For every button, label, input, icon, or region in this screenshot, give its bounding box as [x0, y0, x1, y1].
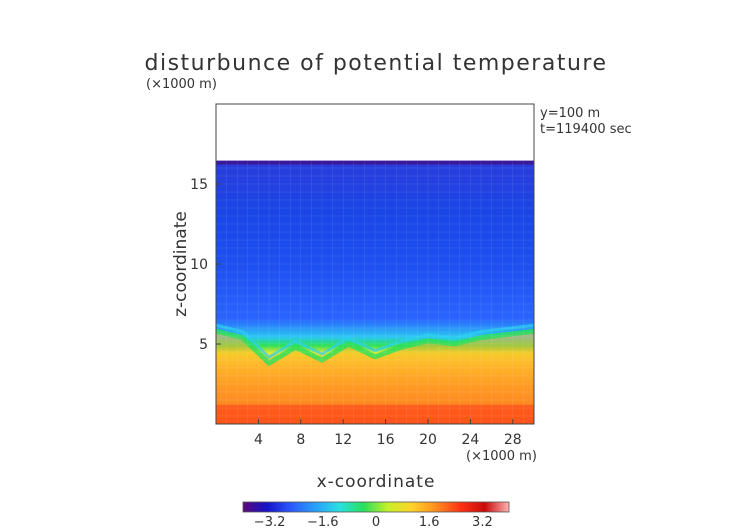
- interface-line-upper: [216, 323, 534, 360]
- colorbar-tick-label: −1.6: [307, 515, 339, 530]
- chart-title: disturbunce of potential temperature: [145, 51, 608, 76]
- colorbar-tick-label: −3.2: [254, 515, 286, 530]
- x-ticks: 4 8 12 16 20 24 28: [254, 419, 522, 448]
- x-axis-label: x-coordinate: [317, 472, 436, 492]
- interface-line: [216, 328, 534, 367]
- x-tick-label: 12: [334, 432, 352, 448]
- z-tick-label: 5: [199, 337, 208, 353]
- x-tick-label: 4: [254, 432, 263, 448]
- colorbar-tick-label: 0: [372, 515, 380, 530]
- z-tick-label: 15: [190, 177, 208, 193]
- z-unit-label: (×1000 m): [146, 77, 217, 92]
- colorbar-tick-label: 3.2: [472, 515, 493, 530]
- x-tick-label: 28: [504, 432, 522, 448]
- x-tick-label: 16: [377, 432, 395, 448]
- annotation-t: t=119400 sec: [540, 122, 632, 137]
- y-axis-label: z-coordinate: [171, 211, 191, 317]
- x-tick-label: 8: [296, 432, 305, 448]
- x-tick-label: 20: [419, 432, 437, 448]
- x-tick-label: 24: [461, 432, 479, 448]
- z-tick-label: 10: [190, 257, 208, 273]
- annotation-y: y=100 m: [540, 106, 600, 121]
- colorbar: [242, 501, 510, 513]
- top-boundary-band: [216, 160, 534, 165]
- temperature-field: [216, 160, 534, 424]
- bottom-hot-band: [216, 404, 534, 424]
- x-unit-label: (×1000 m): [466, 449, 537, 464]
- warm-layer: [216, 331, 534, 424]
- colorbar-ticks: −3.2 −1.6 0 1.6 3.2: [254, 515, 493, 530]
- colorbar-tick-label: 1.6: [419, 515, 440, 530]
- z-ticks: 5 10 15: [190, 177, 221, 353]
